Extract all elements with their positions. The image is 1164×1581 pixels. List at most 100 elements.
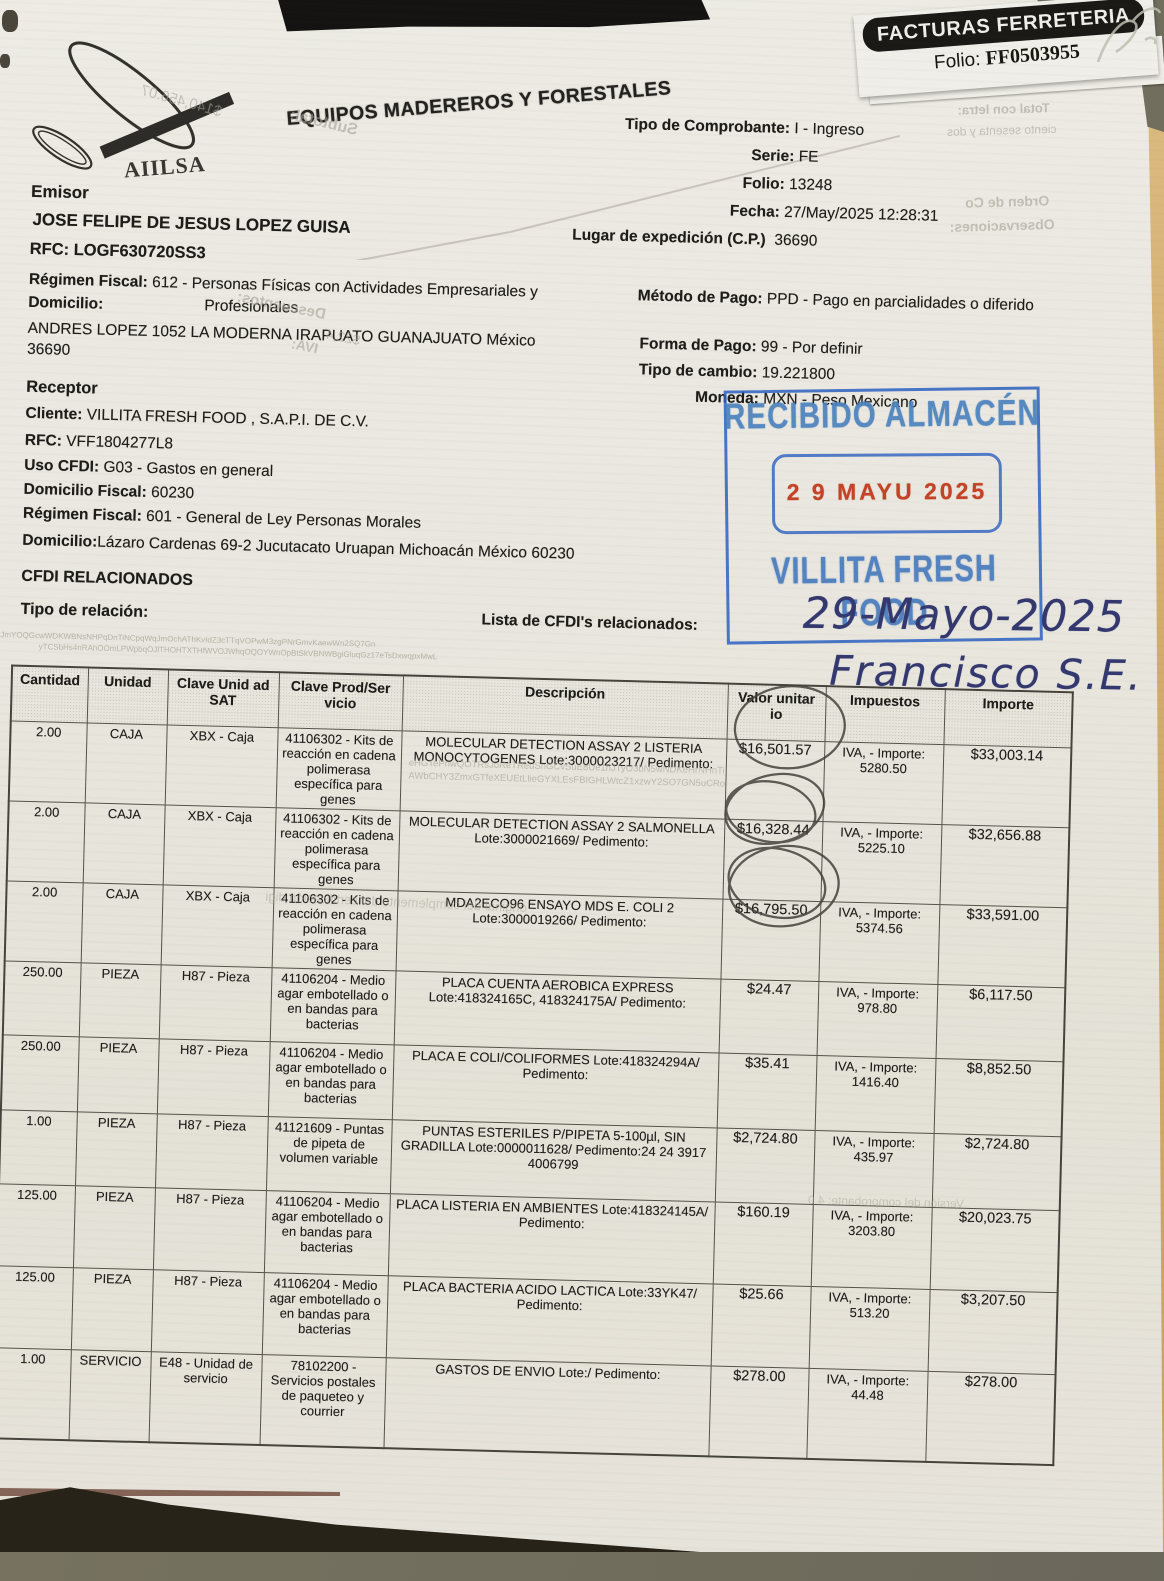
metodo-pago-label: Método de Pago: xyxy=(637,287,763,308)
cell-unidad: PIEZA xyxy=(76,1036,159,1114)
paper-speck xyxy=(2,10,18,32)
impuestos-line1: IVA, - Importe: xyxy=(838,904,922,922)
emisor-domicilio-label: Domicilio: xyxy=(28,293,104,313)
cell-importe: $20,023.75 xyxy=(929,1207,1060,1293)
metodo-pago: PPD - Pago en parcialidades o diferido xyxy=(766,290,1035,315)
cell-unidad: PIEZA xyxy=(72,1185,155,1270)
uso-cfdi-label: Uso CFDI: xyxy=(24,456,100,476)
cell-cantidad: 250.00 xyxy=(2,960,81,1037)
cell-cantidad: 2.00 xyxy=(8,721,87,803)
bleedthrough-text: Observaciones: xyxy=(949,216,1055,235)
receptor-rfc: VFF1804277L8 xyxy=(65,432,174,453)
stamp-date: 2 9 MAYU 2025 xyxy=(786,477,988,506)
tipo-comprobante-label: Tipo de Comprobante: xyxy=(624,115,791,138)
emisor-section-label: Emisor xyxy=(30,181,90,203)
cell-importe: $8,852.50 xyxy=(933,1058,1064,1137)
cell-importe: $32,656.88 xyxy=(939,824,1070,908)
cell-clave-unidad: H87 - Pieza xyxy=(154,1113,268,1191)
column-header: Clave Prod/Ser vicio xyxy=(277,672,404,731)
impuestos-line1: IVA, - Importe: xyxy=(830,1207,914,1225)
lista-cfdi-label: Lista de CFDI's relacionados: xyxy=(481,611,699,634)
uso-cfdi: G03 - Gastos en general xyxy=(103,458,274,481)
receptor-rfc-label: RFC: xyxy=(24,431,63,450)
impuestos-line2: 44.48 xyxy=(851,1386,884,1403)
receptor-regimen: 601 - General de Ley Personas Morales xyxy=(145,507,422,532)
cell-descripcion: PLACA CUENTA AEROBICA EXPRESS Lote:41832… xyxy=(393,970,721,1054)
domicilio-fiscal-label: Domicilio Fiscal: xyxy=(23,480,147,501)
receptor-section-label: Receptor xyxy=(25,377,98,398)
cell-importe: $3,207.50 xyxy=(927,1289,1058,1375)
cell-descripcion: MOLECULAR DETECTION ASSAY 2 SALMONELLA L… xyxy=(397,810,725,900)
cell-impuestos: IVA, - Importe: 1416.40 xyxy=(814,1055,936,1134)
cell-impuestos: IVA, - Importe: 5225.10 xyxy=(820,821,942,905)
column-header: Cantidad xyxy=(10,665,89,723)
fecha: 27/May/2025 12:28:31 xyxy=(783,203,939,225)
impuestos-line1: IVA, - Importe: xyxy=(832,1133,916,1151)
bleedthrough-text: ciento sesenta y dos xyxy=(946,121,1057,139)
folio: 13248 xyxy=(788,176,833,195)
cell-clave-unidad: XBX - Caja xyxy=(164,724,278,808)
cell-unidad: PIEZA xyxy=(78,962,161,1039)
cell-clave-prod: 41121609 - Puntas de pipeta de volumen v… xyxy=(265,1116,392,1194)
impuestos-line2: 5280.50 xyxy=(859,760,908,777)
tipo-relacion-label: Tipo de relación: xyxy=(20,600,149,621)
tipo-comprobante: I - Ingreso xyxy=(794,120,865,139)
cell-cantidad: 2.00 xyxy=(4,880,83,963)
cell-valor-unitario: $25.66 xyxy=(710,1283,811,1369)
cell-impuestos: IVA, - Importe: 3203.80 xyxy=(810,1204,932,1290)
impuestos-line2: 5225.10 xyxy=(857,839,906,857)
tipo-cambio-label: Tipo de cambio: xyxy=(638,361,758,382)
cell-valor-unitario: $35.41 xyxy=(716,1053,817,1131)
tipo-cambio: 19.221800 xyxy=(761,364,836,384)
cell-valor-unitario: $160.19 xyxy=(712,1201,813,1287)
cell-descripcion: PLACA BACTERIA ACIDO LACTICA Lote:33YK47… xyxy=(385,1275,713,1366)
serie: FE xyxy=(798,148,819,166)
aiilsa-pencil-logo-icon xyxy=(32,41,235,170)
serie-label: Serie: xyxy=(751,147,795,166)
paper-speck xyxy=(0,54,10,68)
cell-clave-prod: 41106302 - Kits de reacción en cadena po… xyxy=(275,727,402,811)
emisor-name: JOSE FELIPE DE JESUS LOPEZ GUISA xyxy=(32,209,351,237)
cell-clave-unidad: H87 - Pieza xyxy=(158,964,272,1042)
impuestos-line2: 5374.56 xyxy=(855,919,903,937)
cell-clave-unidad: H87 - Pieza xyxy=(156,1038,270,1117)
cell-cantidad: 1.00 xyxy=(0,1347,71,1440)
receptor-regimen-label: Régimen Fiscal: xyxy=(22,504,143,525)
impuestos-line2: 513.20 xyxy=(849,1304,890,1321)
cell-cantidad: 125.00 xyxy=(0,1265,73,1350)
cell-impuestos: IVA, - Importe: 978.80 xyxy=(816,981,938,1059)
cell-clave-prod: 78102200 - Servicios postales de paquete… xyxy=(259,1354,386,1448)
cell-clave-prod: 41106204 - Medio agar embotellado o en b… xyxy=(261,1272,388,1358)
cell-clave-unidad: H87 - Pieza xyxy=(152,1187,266,1273)
cell-impuestos: IVA, - Importe: 513.20 xyxy=(808,1286,930,1372)
stamp-title: RECIBIDO ALMACÉN xyxy=(723,393,1041,438)
cell-clave-prod: 41106302 - Kits de reacción en cadena po… xyxy=(273,807,400,891)
handwritten-signature: Francisco S.E. xyxy=(828,646,1144,700)
domicilio-fiscal: 60230 xyxy=(150,483,195,503)
column-header: Descripción xyxy=(401,675,728,740)
cell-unidad: PIEZA xyxy=(75,1111,157,1188)
cell-valor-unitario: $16,795.50 xyxy=(720,899,821,982)
cell-unidad: CAJA xyxy=(82,802,165,885)
cell-descripcion: PLACA LISTERIA EN AMBIENTES Lote:4183241… xyxy=(387,1193,715,1284)
emisor-regimen-label: Régimen Fiscal: xyxy=(28,270,148,291)
cell-unidad: CAJA xyxy=(80,882,163,965)
impuestos-line2: 435.97 xyxy=(853,1148,894,1165)
cell-clave-unidad: E48 - Unidad de servicio xyxy=(148,1351,262,1445)
cell-valor-unitario: $2,724.80 xyxy=(714,1127,815,1205)
cell-valor-unitario: $24.47 xyxy=(718,979,819,1056)
impuestos-line2: 1416.40 xyxy=(851,1073,900,1091)
impuestos-line2: 978.80 xyxy=(857,1000,898,1017)
cell-clave-prod: 41106204 - Medio agar embotellado o en b… xyxy=(269,967,396,1045)
cell-cantidad: 1.00 xyxy=(0,1109,77,1186)
cell-valor-unitario: $16,501.57 xyxy=(724,739,825,822)
cell-descripcion: PUNTAS ESTERILES P/PIPETA 5-100µl, SIN G… xyxy=(389,1119,717,1202)
impuestos-line1: IVA, - Importe: xyxy=(842,744,926,762)
emisor-cp: 36690 xyxy=(26,340,71,359)
folio-label: Folio: xyxy=(742,174,785,193)
cell-clave-unidad: XBX - Caja xyxy=(160,884,274,968)
impuestos-line1: IVA, - Importe: xyxy=(840,824,924,842)
bleedthrough-text: Orden de Co xyxy=(965,192,1050,211)
